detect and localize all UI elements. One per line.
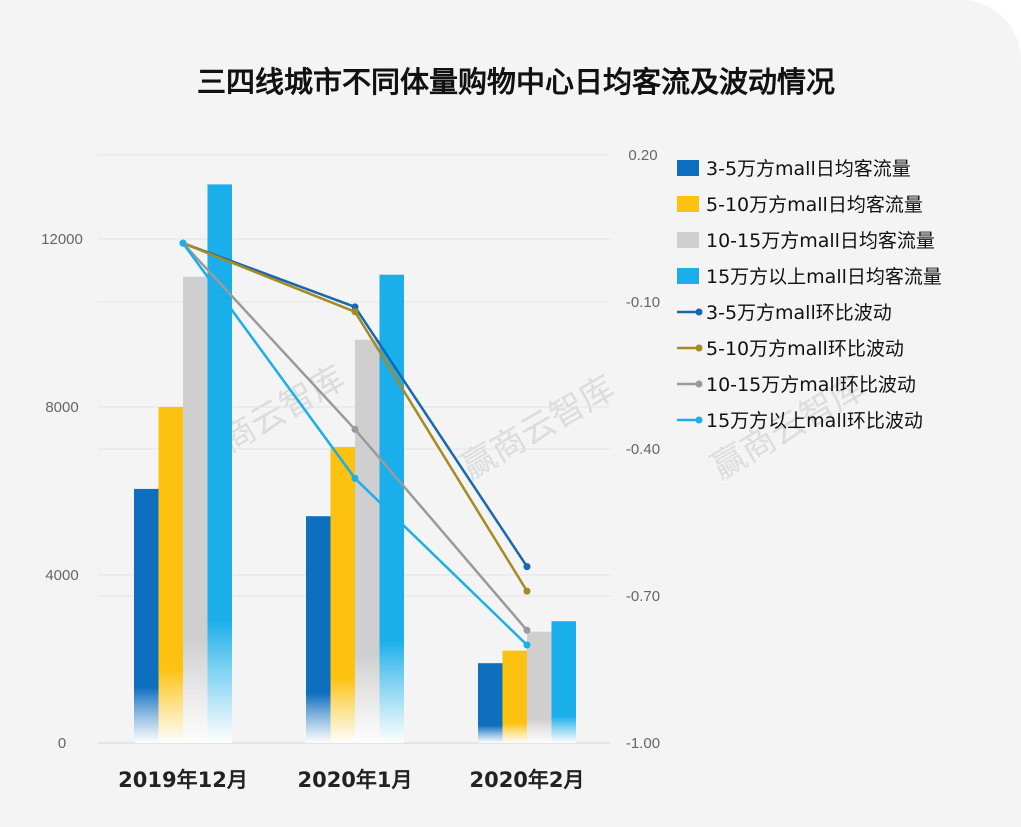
y-tick-label: 8000 bbox=[45, 399, 78, 416]
legend-swatch bbox=[677, 160, 699, 176]
legend-swatch bbox=[677, 232, 699, 248]
line-point bbox=[523, 587, 531, 595]
y2-tick-label: 0.20 bbox=[628, 147, 657, 164]
line-point bbox=[523, 641, 531, 649]
axes: 0 4000 8000 12000 -1.00 -0.70 -0.40 -0.10 0.20 20… bbox=[41, 147, 660, 792]
bar bbox=[183, 276, 208, 743]
legend-label: 3-5万方mall日均客流量 bbox=[706, 158, 911, 180]
legend-label: 5-10万方mall日均客流量 bbox=[706, 194, 923, 216]
line-point bbox=[351, 474, 359, 482]
legend-label: 10-15万方mall日均客流量 bbox=[706, 230, 935, 252]
line-point bbox=[351, 303, 359, 311]
bar bbox=[355, 339, 380, 743]
watermark-text: 赢商云智库 bbox=[455, 368, 622, 488]
legend-label: 3-5万方mall环比波动 bbox=[706, 302, 892, 324]
legend-label: 15万方以上mall环比波动 bbox=[706, 410, 923, 432]
bar bbox=[306, 516, 331, 743]
line-point bbox=[351, 308, 359, 316]
y2-tick-label: -0.40 bbox=[626, 441, 660, 458]
bar bbox=[478, 663, 503, 743]
y-tick-label: 4000 bbox=[45, 567, 78, 584]
line-point bbox=[523, 626, 531, 634]
x-tick-label: 2019年12月 bbox=[118, 768, 248, 792]
bar bbox=[527, 631, 552, 743]
bar bbox=[330, 446, 355, 743]
chart-title: 三四线城市不同体量购物中心日均客流及波动情况 bbox=[197, 65, 835, 99]
y-tick-label: 0 bbox=[58, 735, 66, 752]
bar bbox=[158, 407, 183, 743]
legend-label: 5-10万方mall环比波动 bbox=[706, 338, 904, 360]
x-tick-label: 2020年2月 bbox=[469, 768, 584, 792]
bars bbox=[134, 184, 576, 743]
legend-marker bbox=[695, 416, 703, 424]
y2-tick-label: -1.00 bbox=[626, 735, 660, 752]
line-point bbox=[351, 425, 359, 433]
y2-tick-label: -0.10 bbox=[626, 294, 660, 311]
legend-marker bbox=[695, 344, 703, 352]
legend-swatch bbox=[677, 196, 699, 212]
bar bbox=[207, 184, 232, 743]
line-point bbox=[179, 239, 187, 247]
bar bbox=[379, 274, 404, 743]
legend-marker bbox=[695, 308, 703, 316]
legend-label: 10-15万方mall环比波动 bbox=[706, 374, 916, 396]
y2-tick-label: -0.70 bbox=[626, 588, 660, 605]
legend: 3-5万方mall日均客流量 5-10万方mall日均客流量 10-15万方mall… bbox=[677, 158, 942, 432]
x-tick-label: 2020年1月 bbox=[297, 768, 412, 792]
y-tick-label: 12000 bbox=[41, 231, 83, 248]
bar bbox=[551, 621, 576, 743]
legend-label: 15万方以上mall日均客流量 bbox=[706, 266, 942, 288]
legend-swatch bbox=[677, 268, 699, 284]
lines bbox=[179, 239, 531, 649]
legend-marker bbox=[695, 380, 703, 388]
bar bbox=[134, 488, 159, 743]
bar bbox=[502, 650, 527, 743]
line-point bbox=[523, 563, 531, 571]
